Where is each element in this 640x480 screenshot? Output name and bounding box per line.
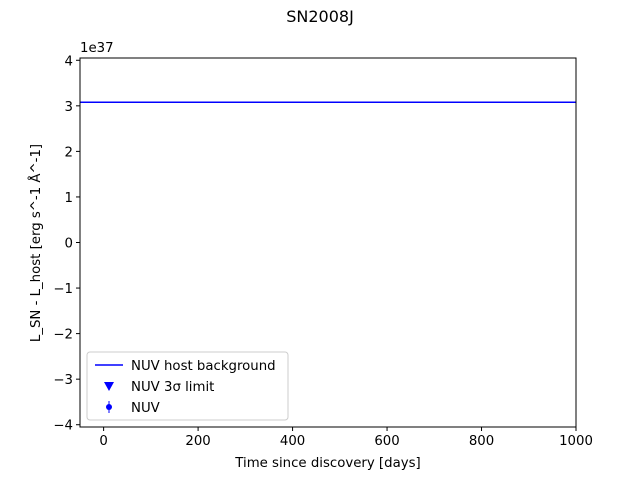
y-tick-label: −2 (53, 328, 73, 343)
y-tick-label: −1 (53, 282, 73, 297)
y-tick-label: −3 (53, 373, 73, 388)
y-axis-label: L_SN - L_host [erg s^-1 Å^-1] (27, 144, 44, 342)
y-tick-label: 2 (65, 145, 73, 160)
y-tick-label: −4 (53, 419, 73, 434)
legend-handle-triangle (104, 382, 114, 391)
x-tick-label: 800 (469, 434, 494, 449)
x-axis-label: Time since discovery [days] (234, 456, 420, 471)
x-tick-label: 0 (99, 434, 107, 449)
y-tick-label: 4 (65, 54, 73, 69)
chart-title: SN2008J (286, 7, 354, 26)
legend-entry-label: NUV 3σ limit (131, 380, 214, 395)
x-tick-label: 400 (280, 434, 305, 449)
legend-entry-label: NUV (131, 401, 160, 416)
y-offset-label: 1e37 (80, 41, 114, 56)
y-tick-label: 0 (65, 237, 73, 252)
x-tick-label: 600 (374, 434, 399, 449)
x-tick-label: 1000 (559, 434, 593, 449)
legend: NUV host background NUV 3σ limit NUV (86, 351, 289, 421)
y-tick-label: 3 (65, 100, 73, 115)
legend-entry-label: NUV host background (131, 359, 276, 374)
legend-handle-circle (106, 404, 112, 410)
x-tick-label: 200 (185, 434, 210, 449)
legend-box (86, 351, 289, 421)
y-tick-label: 1 (65, 191, 73, 206)
